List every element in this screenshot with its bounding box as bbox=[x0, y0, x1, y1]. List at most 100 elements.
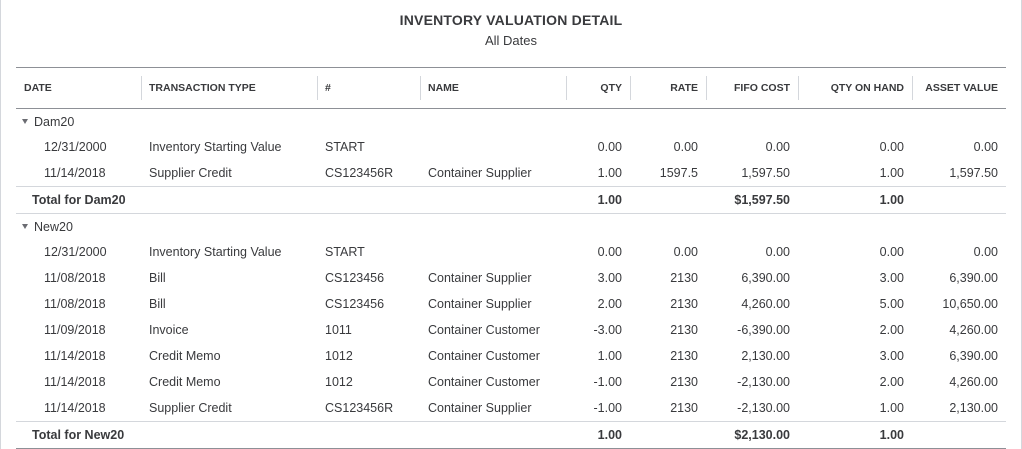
column-header-number[interactable]: # bbox=[317, 67, 420, 109]
cell-transaction-type[interactable]: Invoice bbox=[149, 323, 189, 337]
cell-number: START bbox=[325, 140, 365, 154]
table-row[interactable]: 12/31/2000 Inventory Starting Value STAR… bbox=[16, 134, 1006, 160]
cell-rate: 0.00 bbox=[673, 245, 698, 259]
group-label: Dam20 bbox=[34, 114, 75, 129]
cell-qty: 1.00 bbox=[597, 166, 622, 180]
inventory-valuation-table: DATE TRANSACTION TYPE # NAME QTY RATE FI… bbox=[16, 67, 1006, 449]
cell-qty: 3.00 bbox=[597, 271, 622, 285]
table-row[interactable]: 11/14/2018 Supplier Credit CS123456R Con… bbox=[16, 395, 1006, 422]
cell-date: 11/14/2018 bbox=[44, 375, 106, 389]
table-row[interactable]: 11/14/2018 Credit Memo 1012 Container Cu… bbox=[16, 343, 1006, 369]
column-header-fifo-cost[interactable]: FIFO COST bbox=[706, 67, 798, 109]
cell-fifo-cost: 4,260.00 bbox=[741, 297, 790, 311]
total-fifo-cost: $2,130.00 bbox=[706, 421, 798, 449]
table-row[interactable]: 11/14/2018 Credit Memo 1012 Container Cu… bbox=[16, 369, 1006, 395]
cell-asset-value: 0.00 bbox=[973, 245, 998, 259]
table-row[interactable]: 11/08/2018 Bill CS123456 Container Suppl… bbox=[16, 265, 1006, 291]
cell-rate: 0.00 bbox=[673, 140, 698, 154]
cell-rate: 2130 bbox=[670, 375, 698, 389]
total-fifo-cost: $1,597.50 bbox=[706, 186, 798, 214]
cell-date: 11/14/2018 bbox=[44, 349, 106, 363]
column-header-transaction-type[interactable]: TRANSACTION TYPE bbox=[141, 67, 317, 109]
cell-qty-on-hand: 1.00 bbox=[879, 166, 904, 180]
cell-transaction-type[interactable]: Bill bbox=[149, 271, 166, 285]
cell-number: 1012 bbox=[325, 375, 353, 389]
total-label: Total for Dam20 bbox=[16, 186, 566, 214]
cell-transaction-type[interactable]: Inventory Starting Value bbox=[149, 245, 282, 259]
cell-name: Container Supplier bbox=[428, 401, 532, 415]
cell-asset-value: 1,597.50 bbox=[949, 166, 998, 180]
cell-transaction-type[interactable]: Inventory Starting Value bbox=[149, 140, 282, 154]
cell-transaction-type[interactable]: Credit Memo bbox=[149, 349, 221, 363]
cell-qty-on-hand: 2.00 bbox=[879, 375, 904, 389]
cell-date: 12/31/2000 bbox=[44, 245, 107, 259]
column-header-qty[interactable]: QTY bbox=[566, 67, 630, 109]
cell-date: 11/14/2018 bbox=[44, 166, 106, 180]
cell-name bbox=[420, 134, 566, 160]
cell-transaction-type[interactable]: Supplier Credit bbox=[149, 166, 232, 180]
cell-rate: 2130 bbox=[670, 323, 698, 337]
total-qty: 1.00 bbox=[566, 421, 630, 449]
cell-rate: 2130 bbox=[670, 271, 698, 285]
total-label: Total for New20 bbox=[16, 421, 566, 449]
cell-qty: 0.00 bbox=[597, 245, 622, 259]
cell-asset-value: 6,390.00 bbox=[949, 271, 998, 285]
total-qty: 1.00 bbox=[566, 186, 630, 214]
group-label: New20 bbox=[34, 219, 73, 234]
column-header-date[interactable]: DATE bbox=[16, 67, 141, 109]
total-row-dam20: Total for Dam20 1.00 $1,597.50 1.00 bbox=[16, 186, 1006, 214]
cell-asset-value: 0.00 bbox=[973, 140, 998, 154]
cell-fifo-cost: -2,130.00 bbox=[737, 375, 790, 389]
cell-fifo-cost: 0.00 bbox=[765, 245, 790, 259]
total-asset-empty bbox=[912, 186, 1006, 214]
cell-qty-on-hand: 3.00 bbox=[879, 349, 904, 363]
cell-rate: 2130 bbox=[670, 297, 698, 311]
cell-name: Container Supplier bbox=[428, 297, 532, 311]
cell-number: CS123456R bbox=[325, 166, 394, 180]
cell-name: Container Supplier bbox=[428, 271, 532, 285]
column-header-name[interactable]: NAME bbox=[420, 67, 566, 109]
total-row-new20: Total for New20 1.00 $2,130.00 1.00 bbox=[16, 421, 1006, 449]
cell-qty: -3.00 bbox=[593, 323, 623, 337]
collapse-caret-icon[interactable] bbox=[22, 223, 28, 229]
column-header-rate[interactable]: RATE bbox=[630, 67, 706, 109]
cell-asset-value: 2,130.00 bbox=[949, 401, 998, 415]
collapse-caret-icon[interactable] bbox=[22, 118, 28, 124]
cell-transaction-type[interactable]: Bill bbox=[149, 297, 166, 311]
total-rate-empty bbox=[630, 186, 706, 214]
cell-qty-on-hand: 1.00 bbox=[879, 401, 904, 415]
table-row[interactable]: 11/08/2018 Bill CS123456 Container Suppl… bbox=[16, 291, 1006, 317]
table-row[interactable]: 12/31/2000 Inventory Starting Value STAR… bbox=[16, 239, 1006, 265]
total-asset-empty bbox=[912, 421, 1006, 449]
table-row[interactable]: 11/14/2018 Supplier Credit CS123456R Con… bbox=[16, 160, 1006, 187]
column-header-qty-on-hand[interactable]: QTY ON HAND bbox=[798, 67, 912, 109]
group-row-dam20[interactable]: Dam20 bbox=[16, 109, 1006, 135]
cell-rate: 2130 bbox=[670, 401, 698, 415]
cell-qty: -1.00 bbox=[593, 375, 623, 389]
total-qty-on-hand: 1.00 bbox=[798, 421, 912, 449]
cell-transaction-type[interactable]: Credit Memo bbox=[149, 375, 221, 389]
group-row-new20[interactable]: New20 bbox=[16, 214, 1006, 240]
cell-asset-value: 10,650.00 bbox=[942, 297, 998, 311]
cell-name: Container Customer bbox=[428, 375, 540, 389]
cell-qty-on-hand: 2.00 bbox=[879, 323, 904, 337]
cell-name bbox=[420, 239, 566, 265]
cell-qty: 2.00 bbox=[597, 297, 622, 311]
cell-asset-value: 6,390.00 bbox=[949, 349, 998, 363]
total-rate-empty bbox=[630, 421, 706, 449]
cell-number: CS123456 bbox=[325, 271, 385, 285]
report-title: INVENTORY VALUATION DETAIL bbox=[399, 12, 623, 28]
cell-number: CS123456R bbox=[325, 401, 394, 415]
cell-qty-on-hand: 5.00 bbox=[879, 297, 904, 311]
cell-fifo-cost: -6,390.00 bbox=[737, 323, 790, 337]
cell-transaction-type[interactable]: Supplier Credit bbox=[149, 401, 232, 415]
cell-asset-value: 4,260.00 bbox=[949, 323, 998, 337]
cell-number: START bbox=[325, 245, 365, 259]
column-header-asset-value[interactable]: ASSET VALUE bbox=[912, 67, 1006, 109]
table-row[interactable]: 11/09/2018 Invoice 1011 Container Custom… bbox=[16, 317, 1006, 343]
cell-number: 1012 bbox=[325, 349, 353, 363]
cell-date: 11/14/2018 bbox=[44, 401, 106, 415]
cell-number: CS123456 bbox=[325, 297, 385, 311]
cell-fifo-cost: -2,130.00 bbox=[737, 401, 790, 415]
